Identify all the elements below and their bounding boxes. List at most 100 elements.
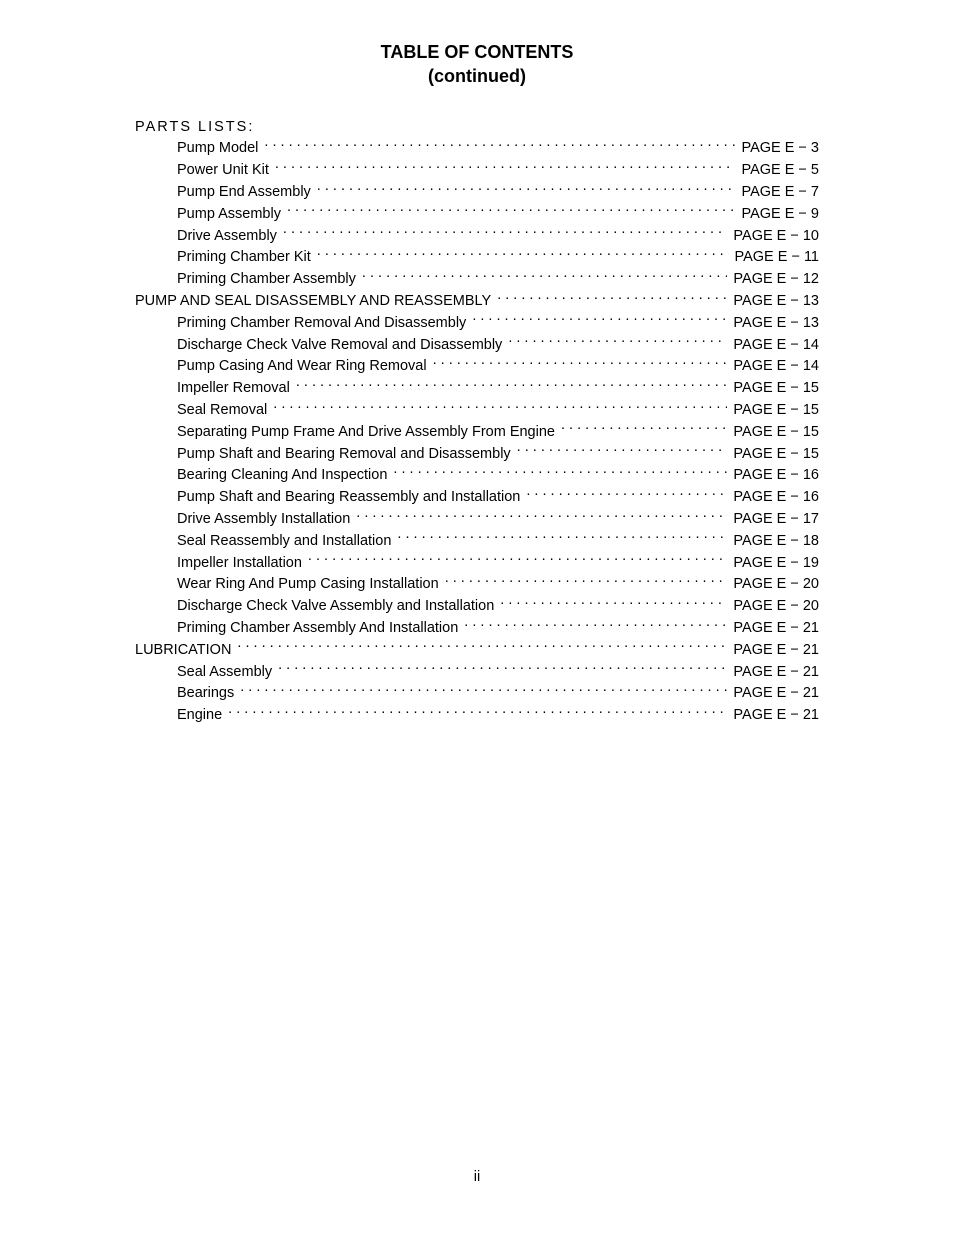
toc-entry-label: Priming Chamber Kit: [177, 247, 311, 267]
leader-dots: [517, 443, 728, 458]
leader-dots: [433, 356, 728, 371]
toc-entry-label: Pump Assembly: [177, 204, 281, 224]
toc-entry-label: Pump End Assembly: [177, 182, 311, 202]
toc-entry: Impeller RemovalPAGE E − 15: [135, 378, 819, 399]
toc-entry: Drive Assembly Installation PAGE E − 17: [135, 508, 819, 529]
toc-entry-page: PAGE E − 13: [733, 313, 819, 333]
leader-dots: [228, 705, 727, 720]
toc-entry-page: PAGE E − 20: [733, 574, 819, 594]
leader-dots: [445, 574, 728, 589]
toc-entry-label: Bearings: [177, 683, 234, 703]
toc-entry-page: PAGE E − 15: [733, 400, 819, 420]
toc-entry-label: Pump Model: [177, 138, 258, 158]
leader-dots: [240, 683, 727, 698]
leader-dots: [508, 334, 727, 349]
title-line-1: TABLE OF CONTENTS: [135, 40, 819, 64]
toc-entry-label: Wear Ring And Pump Casing Installation: [177, 574, 439, 594]
toc-entry-page: PAGE E − 20: [733, 596, 819, 616]
leader-dots: [283, 225, 728, 240]
toc-entry: Separating Pump Frame And Drive Assembly…: [135, 421, 819, 442]
toc-entry: Bearing Cleaning And Inspection PAGE E − …: [135, 465, 819, 486]
toc-entry: Priming Chamber Kit PAGE E − 11: [135, 247, 819, 268]
toc-entry: Discharge Check Valve Removal and Disass…: [135, 334, 819, 355]
toc-entry-label: LUBRICATION: [135, 640, 231, 660]
toc-entry-label: Discharge Check Valve Removal and Disass…: [177, 335, 502, 355]
page-container: TABLE OF CONTENTS (continued) PARTS LIST…: [0, 0, 954, 1235]
toc-entry-label: Engine: [177, 705, 222, 725]
toc-entry-label: PUMP AND SEAL DISASSEMBLY AND REASSEMBLY: [135, 291, 491, 311]
toc-entry: Pump Shaft and Bearing Reassembly and In…: [135, 487, 819, 508]
toc-entry: Pump End Assembly PAGE E − 7: [135, 181, 819, 202]
toc-entry-label: Drive Assembly Installation: [177, 509, 350, 529]
leader-dots: [362, 269, 728, 284]
leader-dots: [561, 421, 727, 436]
toc-entry-label: Pump Shaft and Bearing Reassembly and In…: [177, 487, 520, 507]
toc-entry: Pump Casing And Wear Ring Removal PAGE E …: [135, 356, 819, 377]
leader-dots: [317, 247, 729, 262]
toc-entry: Wear Ring And Pump Casing Installation PA…: [135, 574, 819, 595]
toc-entry-label: Impeller Installation: [177, 553, 302, 573]
toc-entry: Drive AssemblyPAGE E − 10: [135, 225, 819, 246]
toc-entry-label: Priming Chamber Assembly And Installatio…: [177, 618, 458, 638]
leader-dots: [237, 639, 727, 654]
toc-entry-page: PAGE E − 19: [733, 553, 819, 573]
toc-entry: BearingsPAGE E − 21: [135, 683, 819, 704]
toc-entry: PUMP AND SEAL DISASSEMBLY AND REASSEMBLY…: [135, 290, 819, 311]
toc-entry: Impeller Installation PAGE E − 19: [135, 552, 819, 573]
toc-entry-label: Discharge Check Valve Assembly and Insta…: [177, 596, 494, 616]
toc-entry-page: PAGE E − 21: [733, 640, 819, 660]
toc-entry-page: PAGE E − 14: [733, 356, 819, 376]
toc-entry-page: PAGE E − 13: [733, 291, 819, 311]
toc-entry-label: Seal Removal: [177, 400, 267, 420]
toc-entry-label: Drive Assembly: [177, 226, 277, 246]
leader-dots: [397, 530, 727, 545]
toc-entry: Discharge Check Valve Assembly and Insta…: [135, 596, 819, 617]
toc-entry-page: PAGE E − 15: [733, 422, 819, 442]
leader-dots: [472, 312, 727, 327]
toc-entry-page: PAGE E − 7: [741, 182, 819, 202]
toc-entry-page: PAGE E − 14: [733, 335, 819, 355]
leader-dots: [526, 487, 727, 502]
leader-dots: [393, 465, 727, 480]
toc-entry: Pump Assembly PAGE E − 9: [135, 203, 819, 224]
toc-entry: Power Unit KitPAGE E − 5: [135, 160, 819, 181]
toc-entry-page: PAGE E − 9: [741, 204, 819, 224]
leader-dots: [497, 290, 727, 305]
leader-dots: [264, 138, 735, 153]
toc-entry-page: PAGE E − 21: [733, 662, 819, 682]
toc-entry-page: PAGE E − 16: [733, 465, 819, 485]
toc-entry-page: PAGE E − 12: [733, 269, 819, 289]
toc-entry-page: PAGE E − 11: [735, 247, 820, 267]
toc-entry: Seal AssemblyPAGE E − 21: [135, 661, 819, 682]
toc-entry-page: PAGE E − 17: [733, 509, 819, 529]
leader-dots: [273, 399, 727, 414]
toc-entry-label: Separating Pump Frame And Drive Assembly…: [177, 422, 555, 442]
toc-entry: Seal Reassembly and Installation PAGE E −…: [135, 530, 819, 551]
toc-entry-label: Priming Chamber Assembly: [177, 269, 356, 289]
toc-entry-label: Pump Casing And Wear Ring Removal: [177, 356, 427, 376]
leader-dots: [278, 661, 727, 676]
toc-heading: PARTS LISTS:: [135, 117, 819, 137]
leader-dots: [287, 203, 736, 218]
toc-entry: EnginePAGE E − 21: [135, 705, 819, 726]
toc-entry-label: Priming Chamber Removal And Disassembly: [177, 313, 466, 333]
page-title: TABLE OF CONTENTS (continued): [135, 40, 819, 89]
toc-entry-label: Pump Shaft and Bearing Removal and Disas…: [177, 444, 511, 464]
toc-entry-page: PAGE E − 15: [733, 444, 819, 464]
toc-entry-page: PAGE E − 3: [741, 138, 819, 158]
leader-dots: [308, 552, 728, 567]
toc-entry-page: PAGE E − 18: [733, 531, 819, 551]
leader-dots: [296, 378, 728, 393]
page-number: ii: [0, 1169, 954, 1185]
toc-entry-label: PARTS LISTS:: [135, 117, 254, 137]
toc-entry: Pump Shaft and Bearing Removal and Disas…: [135, 443, 819, 464]
leader-dots: [500, 596, 727, 611]
toc-entry: LUBRICATION PAGE E − 21: [135, 639, 819, 660]
toc-entry-label: Bearing Cleaning And Inspection: [177, 465, 387, 485]
title-line-2: (continued): [135, 64, 819, 88]
leader-dots: [464, 617, 727, 632]
toc-entry: Priming Chamber Assembly PAGE E − 12: [135, 269, 819, 290]
toc-entry: Priming Chamber Removal And Disassembly P…: [135, 312, 819, 333]
toc-entry-page: PAGE E − 5: [741, 160, 819, 180]
toc-entry-label: Seal Reassembly and Installation: [177, 531, 391, 551]
